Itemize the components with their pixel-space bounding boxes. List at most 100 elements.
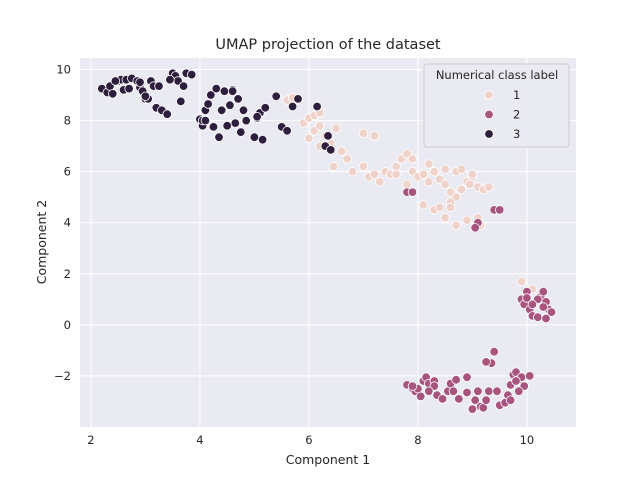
data-point-class-3 [260, 103, 271, 113]
data-point-class-1 [315, 120, 325, 131]
data-point-class-1 [440, 164, 450, 174]
data-point-class-2 [538, 302, 549, 312]
data-point-class-2 [514, 386, 524, 396]
x-tick-label: 2 [87, 433, 94, 447]
data-point-class-1 [462, 215, 472, 225]
data-point-class-3 [238, 105, 249, 116]
data-point-class-2 [407, 381, 418, 391]
data-point-class-1 [418, 169, 429, 179]
data-point-class-3 [323, 131, 333, 141]
data-point-class-1 [440, 179, 450, 190]
data-point-class-3 [236, 127, 246, 137]
x-tick-label: 4 [196, 433, 203, 447]
data-point-class-3 [178, 81, 189, 91]
legend: Numerical class label 1 2 3 [423, 63, 570, 148]
y-tick-label: 10 [56, 62, 71, 76]
data-point-class-1 [304, 133, 314, 144]
data-point-class-3 [233, 94, 243, 104]
legend-title: Numerical class label [436, 68, 558, 82]
data-point-class-3 [124, 83, 134, 94]
data-point-class-3 [219, 86, 230, 96]
data-point-class-1 [440, 212, 450, 223]
data-point-class-3 [208, 122, 219, 132]
data-point-class-3 [110, 76, 121, 86]
data-point-class-1 [516, 276, 527, 287]
data-point-class-3 [282, 126, 292, 136]
data-point-class-3 [154, 81, 164, 91]
data-point-class-1 [342, 154, 352, 164]
data-point-class-2 [473, 386, 483, 396]
data-point-class-2 [451, 375, 461, 385]
x-tick-label: 8 [414, 433, 421, 447]
data-point-class-1 [424, 159, 434, 169]
data-point-class-2 [448, 386, 459, 396]
data-point-class-3 [200, 115, 211, 126]
y-tick-labels: −2 0 2 4 6 8 10 [54, 62, 71, 382]
data-point-class-2 [416, 391, 426, 402]
data-point-class-3 [107, 89, 118, 99]
data-point-class-2 [481, 357, 491, 367]
data-point-class-2 [489, 347, 499, 357]
data-point-class-3 [241, 115, 251, 126]
data-point-class-1 [456, 184, 467, 195]
data-point-class-3 [140, 91, 151, 102]
x-tick-label: 10 [520, 433, 535, 447]
data-point-class-2 [470, 223, 480, 233]
data-point-class-1 [407, 154, 418, 164]
data-point-class-1 [456, 164, 467, 174]
legend-label-2: 2 [513, 108, 520, 122]
data-point-class-1 [391, 169, 401, 179]
data-point-class-2 [546, 307, 557, 317]
data-point-class-1 [451, 220, 461, 231]
data-point-class-2 [484, 386, 494, 396]
legend-marker-2 [484, 109, 494, 120]
data-point-class-2 [541, 313, 551, 324]
data-points [97, 68, 557, 414]
legend-marker-3 [484, 129, 494, 139]
y-tick-label: 0 [64, 318, 71, 332]
data-point-class-2 [495, 205, 505, 215]
data-point-class-2 [511, 376, 521, 386]
data-point-class-1 [445, 202, 456, 213]
data-point-class-3 [203, 99, 213, 109]
data-point-class-1 [358, 161, 369, 172]
data-point-class-2 [525, 371, 535, 381]
data-point-class-1 [331, 123, 341, 133]
data-point-class-1 [429, 166, 440, 177]
data-point-class-1 [375, 177, 385, 187]
legend-marker-1 [484, 90, 494, 100]
data-point-class-1 [435, 202, 445, 213]
y-tick-label: 6 [64, 165, 71, 179]
data-point-class-1 [418, 200, 429, 210]
data-point-class-2 [481, 395, 491, 405]
data-point-class-3 [271, 91, 281, 102]
data-point-class-1 [484, 182, 494, 192]
data-point-class-3 [214, 132, 224, 142]
data-point-class-3 [165, 74, 175, 85]
data-point-class-3 [257, 134, 268, 145]
data-point-class-3 [249, 132, 260, 142]
data-point-class-2 [538, 287, 549, 297]
data-point-class-3 [162, 109, 172, 119]
chart-title: UMAP projection of the dataset [215, 37, 441, 53]
data-point-class-3 [312, 101, 322, 112]
data-point-class-3 [176, 96, 186, 107]
legend-label-3: 3 [513, 127, 520, 141]
legend-label-1: 1 [513, 88, 520, 102]
data-point-class-3 [227, 86, 238, 96]
data-point-class-2 [424, 386, 434, 396]
data-point-class-3 [252, 111, 262, 122]
data-point-class-2 [454, 394, 464, 404]
y-tick-label: 2 [64, 267, 71, 281]
data-point-class-1 [465, 179, 475, 190]
data-point-class-2 [492, 386, 502, 396]
legend-box [423, 63, 570, 148]
data-point-class-1 [358, 128, 369, 139]
x-tick-labels: 2 4 6 8 10 [87, 433, 534, 447]
data-point-class-1 [467, 169, 478, 179]
data-point-class-3 [135, 77, 145, 88]
data-point-class-1 [369, 131, 380, 141]
data-point-class-3 [225, 100, 235, 110]
data-point-class-1 [336, 146, 347, 156]
